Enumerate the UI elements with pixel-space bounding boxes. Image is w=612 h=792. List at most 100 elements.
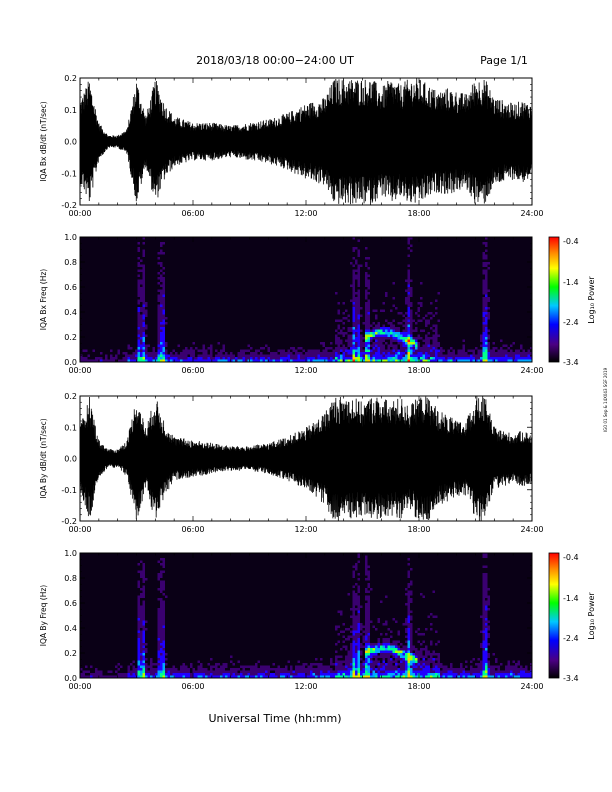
spectrogram-cell	[180, 670, 183, 673]
spectrogram-cell	[410, 673, 413, 676]
spectrogram-cell	[232, 673, 235, 676]
spectrogram-cell	[137, 653, 140, 656]
y-axis-title: IQA Bx Freq (Hz)	[39, 269, 48, 331]
spectrogram-cell	[140, 264, 143, 267]
spectrogram-cell	[117, 673, 120, 676]
spectrogram-cell	[187, 352, 190, 355]
spectrogram-cell	[345, 658, 348, 661]
spectrogram-cell	[355, 319, 358, 322]
spectrogram-cell	[92, 359, 95, 362]
spectrogram-cell	[487, 317, 490, 320]
spectrogram-cell	[267, 347, 270, 350]
spectrogram-cell	[380, 643, 383, 646]
spectrogram-cell	[410, 640, 413, 643]
spectrogram-cell	[432, 354, 435, 357]
spectrogram-cell	[485, 588, 488, 591]
spectrogram-cell	[352, 274, 355, 277]
spectrogram-cell	[405, 653, 408, 656]
spectrogram-cell	[315, 663, 318, 666]
spectrogram-cell	[162, 284, 165, 287]
spectrogram-cell	[140, 608, 143, 611]
spectrogram-cell	[240, 359, 243, 362]
spectrogram-cell	[407, 648, 410, 651]
colorbar-by-scale	[548, 552, 560, 679]
spectrogram-cell	[515, 352, 518, 355]
spectrogram-cell	[390, 329, 393, 332]
spectrogram-cell	[355, 583, 358, 586]
spectrogram-cell	[130, 670, 133, 673]
spectrogram-cell	[142, 297, 145, 300]
spectrogram-cell	[205, 668, 208, 671]
spectrogram-cell	[375, 309, 378, 312]
spectrogram-cell	[122, 673, 125, 676]
spectrogram-cell	[82, 670, 85, 673]
spectrogram-cell	[160, 302, 163, 305]
spectrogram-cell	[485, 603, 488, 606]
spectrogram-cell	[192, 668, 195, 671]
spectrogram-cell	[375, 643, 378, 646]
spectrogram-cell	[492, 665, 495, 668]
spectrogram-cell	[350, 660, 353, 663]
spectrogram-cell	[147, 344, 150, 347]
spectrogram-cell	[525, 357, 528, 360]
spectrogram-cell	[385, 359, 388, 362]
spectrogram-cell	[207, 347, 210, 350]
spectrogram-cell	[352, 247, 355, 250]
spectrogram-cell	[367, 354, 370, 357]
spectrogram-cell	[402, 329, 405, 332]
spectrogram-cell	[487, 653, 490, 656]
spectrogram-cell	[417, 655, 420, 658]
spectrogram-cell	[397, 357, 400, 360]
spectrogram-cell	[392, 645, 395, 648]
spectrogram-cell	[215, 673, 218, 676]
spectrogram-cell	[215, 354, 218, 357]
spectrogram-cell	[97, 673, 100, 676]
spectrogram-cell	[357, 668, 360, 671]
spectrogram-cell	[140, 618, 143, 621]
spectrogram-cell	[370, 349, 373, 352]
spectrogram-cell	[362, 322, 365, 325]
spectrogram-cell	[360, 307, 363, 310]
spectrogram-cell	[470, 349, 473, 352]
spectrogram-cell	[162, 347, 165, 350]
spectrogram-cell	[357, 598, 360, 601]
spectrogram-cell	[317, 673, 320, 676]
spectrogram-cell	[412, 670, 415, 673]
spectrogram-cell	[87, 354, 90, 357]
spectrogram-cell	[392, 618, 395, 621]
spectrogram-cell	[437, 653, 440, 656]
spectrogram-cell	[357, 252, 360, 255]
spectrogram-cell	[350, 673, 353, 676]
spectrogram-cell	[480, 670, 483, 673]
spectrogram-cell	[410, 623, 413, 626]
spectrogram-cell	[205, 673, 208, 676]
spectrogram-cell	[142, 653, 145, 656]
spectrogram-cell	[500, 339, 503, 342]
spectrogram-cell	[182, 673, 185, 676]
spectrogram-cell	[402, 670, 405, 673]
spectrogram-cell	[485, 668, 488, 671]
spectrogram-cell	[485, 257, 488, 260]
spectrogram-cell	[352, 332, 355, 335]
spectrogram-cell	[365, 588, 368, 591]
spectrogram-cell	[162, 588, 165, 591]
spectrogram-cell	[140, 297, 143, 300]
spectrogram-cell	[465, 660, 468, 663]
spectrogram-cell	[485, 334, 488, 337]
spectrogram-cell	[332, 670, 335, 673]
spectrogram-cell	[420, 673, 423, 676]
spectrogram-cell	[377, 673, 380, 676]
spectrogram-cell	[382, 660, 385, 663]
spectrogram-cell	[357, 342, 360, 345]
spectrogram-cell	[162, 635, 165, 638]
spectrogram-cell	[162, 349, 165, 352]
spectrogram-cell	[475, 357, 478, 360]
spectrogram-cell	[482, 555, 485, 558]
spectrogram-cell	[485, 249, 488, 252]
spectrogram-cell	[160, 279, 163, 282]
spectrogram-cell	[157, 625, 160, 628]
spectrogram-cell	[395, 334, 398, 337]
spectrogram-cell	[357, 663, 360, 666]
spectrogram-cell	[390, 648, 393, 651]
spectrogram-cell	[175, 675, 178, 678]
